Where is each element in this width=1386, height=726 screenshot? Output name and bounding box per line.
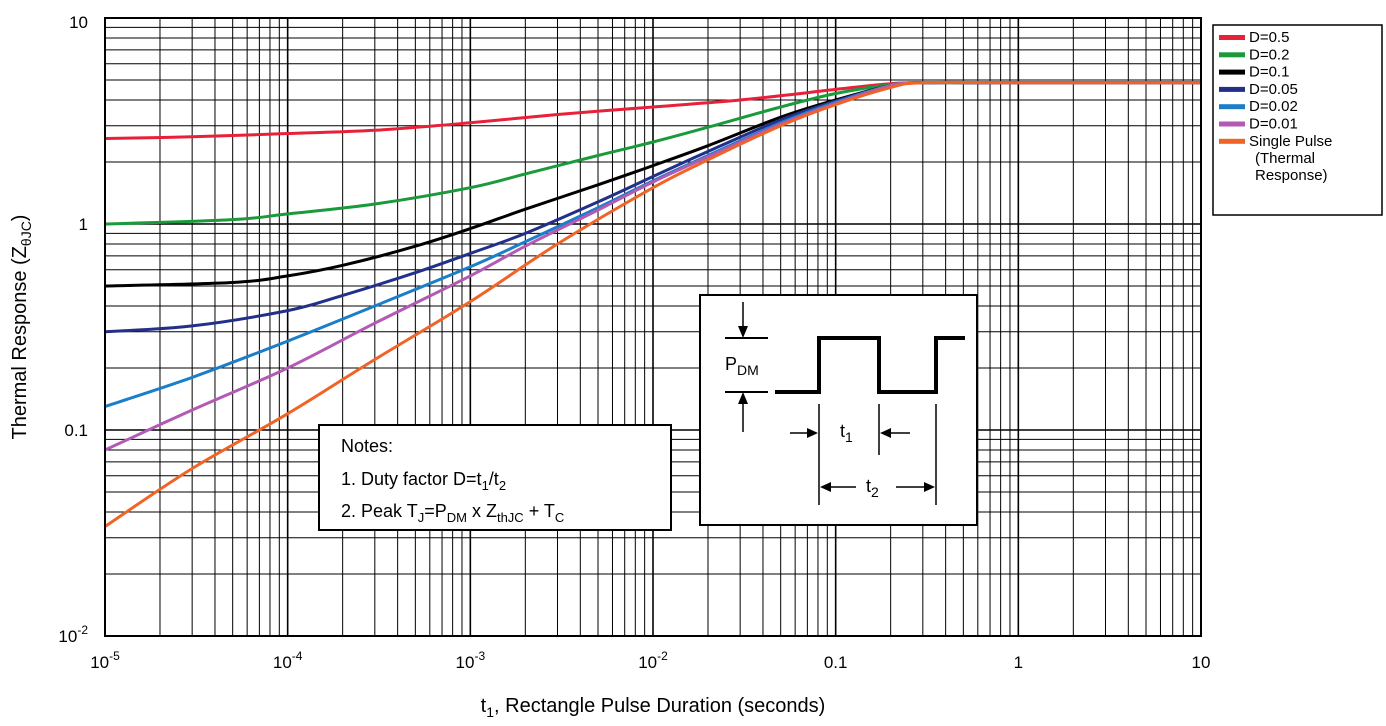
note1-mid: /t xyxy=(489,469,499,489)
x-tick-label: 10-4 xyxy=(273,649,303,672)
x-tick-label-base: 10 xyxy=(273,653,292,672)
x-axis-title-rest: , Rectangle Pulse Duration (seconds) xyxy=(494,695,825,717)
x-tick-label: 1 xyxy=(1014,653,1023,672)
x-tick-label-base: 10 xyxy=(456,653,475,672)
pulse-diagram: PDM t1 t2 xyxy=(699,294,978,526)
legend-label: Single Pulse xyxy=(1249,133,1332,150)
note1-sub1: 1 xyxy=(482,478,489,493)
notes-heading: Notes: xyxy=(341,436,393,456)
legend-swatch xyxy=(1219,138,1245,144)
note-peak-tj: 2. Peak TJ=PDM x ZthJC + TC xyxy=(341,501,564,525)
t2-label: t2 xyxy=(866,476,879,500)
y-axis-title-sub: θJC xyxy=(18,221,34,246)
pdm-label-main: P xyxy=(725,354,737,374)
legend: D=0.5D=0.2D=0.1D=0.05D=0.02D=0.01Single … xyxy=(1212,24,1383,216)
x-axis-title-sub: 1 xyxy=(486,704,494,720)
y-axis-title-main: Thermal Response (Z xyxy=(9,246,31,439)
y-tick-label-exponent: -2 xyxy=(77,623,88,637)
legend-swatch xyxy=(1219,69,1245,75)
pulse-waveform xyxy=(775,336,965,394)
note2-sub2: DM xyxy=(447,510,467,525)
t1-label: t1 xyxy=(840,421,853,445)
note1-prefix: 1. Duty factor D=t xyxy=(341,469,482,489)
x-tick-label: 10 xyxy=(1192,653,1211,672)
y-tick-label: 0.1 xyxy=(64,421,88,440)
legend-items: D=0.5D=0.2D=0.1D=0.05D=0.02D=0.01Single … xyxy=(1219,29,1332,184)
legend-label: (Thermal xyxy=(1255,150,1315,167)
note2-mid3: + T xyxy=(524,501,555,521)
x-tick-label-base: 10 xyxy=(638,653,657,672)
series-layer xyxy=(104,80,1201,528)
y-tick-label: 10 xyxy=(69,13,88,32)
legend-label: D=0.01 xyxy=(1249,116,1298,133)
x-tick-label-exponent: -3 xyxy=(474,649,485,663)
pdm-bottom-arrowhead xyxy=(738,392,748,404)
x-axis-title: t1, Rectangle Pulse Duration (seconds) xyxy=(481,695,826,720)
notes-frame xyxy=(318,424,672,531)
legend-label: Response) xyxy=(1255,167,1328,184)
t2-right-arrowhead xyxy=(924,482,935,492)
x-tick-label: 10-3 xyxy=(456,649,486,672)
pdm-label: PDM xyxy=(725,354,759,378)
note2-sub1: J xyxy=(418,510,425,525)
legend-swatch xyxy=(1219,52,1245,58)
x-tick-label-exponent: -5 xyxy=(109,649,120,663)
t2-label-main: t xyxy=(866,476,871,496)
grid xyxy=(105,18,1201,636)
pdm-top-arrowhead xyxy=(738,326,748,338)
t2-label-sub: 2 xyxy=(871,484,879,500)
legend-label: D=0.05 xyxy=(1249,81,1298,98)
x-tick-label-base: 10 xyxy=(90,653,109,672)
y-axis-title: Thermal Response (ZθJC) xyxy=(9,215,34,440)
x-tick-label-exponent: -2 xyxy=(657,649,668,663)
legend-swatch xyxy=(1219,86,1245,92)
legend-swatch xyxy=(1219,121,1245,127)
note2-mid1: =P xyxy=(424,501,447,521)
y-tick-label: 10-2 xyxy=(58,623,88,646)
t1-left-arrowhead xyxy=(807,428,818,438)
x-tick-labels: 10-5 10-4 10-3 10-2 0.1 1 10 xyxy=(90,649,1210,672)
x-tick-label: 0.1 xyxy=(824,653,848,672)
legend-label: D=0.1 xyxy=(1249,64,1289,81)
x-tick-label: 10-2 xyxy=(638,649,668,672)
legend-swatch xyxy=(1219,104,1245,110)
legend-swatch xyxy=(1219,35,1245,40)
y-tick-label-base: 10 xyxy=(58,627,77,646)
legend-label: D=0.5 xyxy=(1249,29,1289,46)
pdm-label-sub: DM xyxy=(737,362,759,378)
note2-sub3: thJC xyxy=(497,510,524,525)
t1-label-sub: 1 xyxy=(845,429,853,445)
t1-right-arrowhead xyxy=(880,428,891,438)
plot-frame xyxy=(104,17,1202,637)
note-duty-factor: 1. Duty factor D=t1/t2 xyxy=(341,469,506,493)
y-tick-label: 1 xyxy=(79,215,88,234)
note1-sub2: 2 xyxy=(499,478,506,493)
t1-label-main: t xyxy=(840,421,845,441)
series-line xyxy=(104,80,1201,528)
note2-mid2: x Z xyxy=(467,501,497,521)
legend-label: D=0.02 xyxy=(1249,98,1298,115)
note2-sub4: C xyxy=(555,510,564,525)
t2-left-arrowhead xyxy=(820,482,831,492)
x-tick-label-exponent: -4 xyxy=(292,649,303,663)
notes-box: Notes: 1. Duty factor D=t1/t2 2. Peak TJ… xyxy=(318,424,672,531)
x-tick-label: 10-5 xyxy=(90,649,120,672)
y-axis-title-rest: ) xyxy=(9,215,31,222)
legend-label: D=0.2 xyxy=(1249,46,1289,63)
x-axis-title-main: t xyxy=(481,695,487,717)
note2-prefix: 2. Peak T xyxy=(341,501,418,521)
